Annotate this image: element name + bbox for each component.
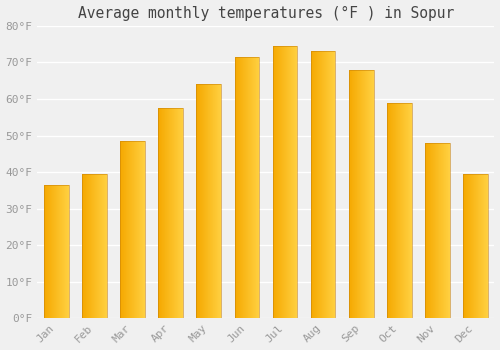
Bar <box>234 57 260 318</box>
Bar <box>310 51 336 318</box>
Title: Average monthly temperatures (°F ) in Sopur: Average monthly temperatures (°F ) in So… <box>78 6 454 21</box>
Bar <box>196 84 221 318</box>
Bar <box>272 46 297 318</box>
Bar <box>425 143 450 318</box>
Bar <box>44 185 69 318</box>
Bar <box>349 70 374 318</box>
Bar <box>120 141 145 318</box>
Bar <box>387 103 411 318</box>
Bar <box>82 174 107 318</box>
Bar <box>463 174 488 318</box>
Bar <box>158 108 183 318</box>
